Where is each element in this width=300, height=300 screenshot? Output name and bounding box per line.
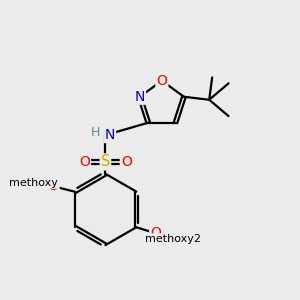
Text: methoxy2: methoxy2 (146, 234, 202, 244)
Text: O: O (79, 155, 90, 169)
Text: methoxy: methoxy (9, 178, 58, 188)
Text: O: O (48, 179, 58, 193)
Text: S: S (101, 154, 110, 169)
Text: O: O (121, 155, 132, 169)
Text: N: N (105, 128, 115, 142)
Text: H: H (90, 126, 100, 139)
Text: N: N (135, 90, 145, 104)
Text: O: O (157, 74, 167, 88)
Text: O: O (150, 226, 161, 240)
